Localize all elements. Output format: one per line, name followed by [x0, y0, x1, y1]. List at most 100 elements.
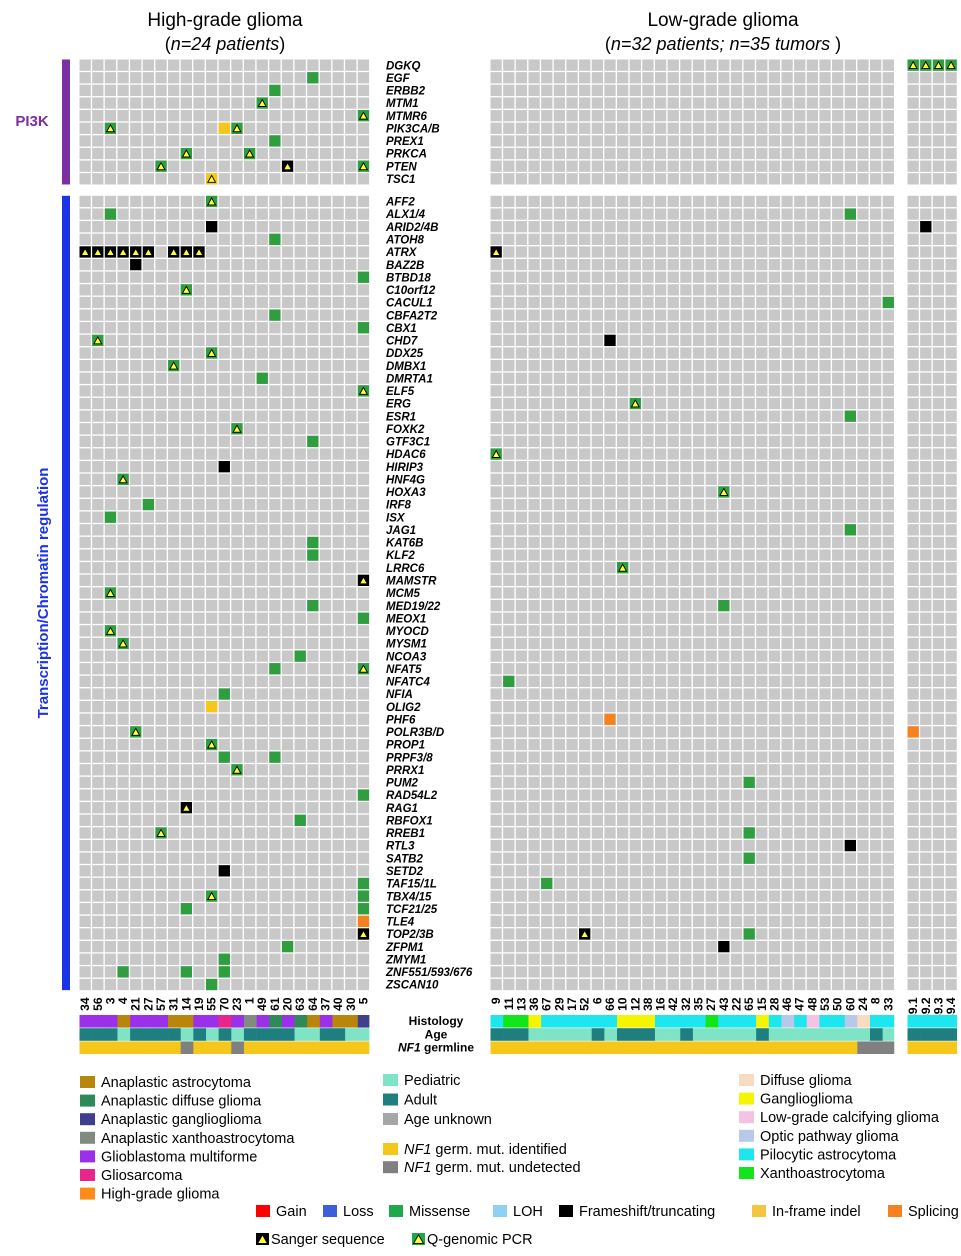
- cell-empty: [692, 978, 705, 991]
- cell-empty: [231, 208, 243, 220]
- cell-empty: [307, 147, 319, 160]
- cell-empty: [604, 309, 616, 321]
- cell-empty: [692, 258, 705, 271]
- column-label: 39.3: [931, 997, 945, 1021]
- cell-empty: [155, 663, 167, 675]
- cell-empty: [920, 423, 932, 435]
- cell-empty: [541, 802, 553, 814]
- cell-empty: [604, 587, 616, 599]
- annotation-nf1: [756, 1041, 770, 1054]
- cell-empty: [117, 372, 129, 384]
- cell-empty: [281, 776, 294, 789]
- pcr-marker: [719, 487, 729, 496]
- cell-empty: [882, 764, 894, 776]
- cell-empty: [756, 663, 768, 675]
- cell-empty: [857, 160, 869, 172]
- cell-empty: [604, 284, 616, 296]
- cell-empty: [515, 498, 528, 511]
- cell-empty: [104, 814, 117, 826]
- cell-empty: [667, 890, 679, 902]
- cell-empty: [294, 448, 306, 460]
- cell-empty: [256, 701, 268, 713]
- cell-empty: [806, 675, 819, 688]
- pcr-marker: [358, 386, 369, 395]
- cell-empty: [307, 135, 319, 147]
- cell-empty: [844, 890, 856, 902]
- cell-empty: [857, 978, 869, 991]
- cell-empty: [781, 498, 793, 511]
- cell-empty: [743, 599, 755, 612]
- cell-empty: [857, 890, 869, 902]
- cell-empty: [269, 637, 281, 650]
- cell-empty: [92, 72, 104, 84]
- cell-empty: [667, 599, 679, 612]
- cell-empty: [503, 486, 515, 498]
- cell-empty: [142, 97, 155, 109]
- cell-empty: [218, 852, 230, 864]
- cell-empty: [79, 498, 91, 511]
- cell-empty: [206, 764, 218, 776]
- cell-empty: [294, 410, 306, 422]
- cell-empty: [857, 574, 869, 586]
- gene-label: TSC1: [386, 174, 415, 186]
- cell-empty: [155, 966, 167, 978]
- cell-empty: [667, 173, 679, 185]
- cell-empty: [667, 122, 679, 134]
- cell-empty: [332, 839, 344, 852]
- cell-empty: [269, 322, 281, 334]
- cell-empty: [705, 84, 717, 97]
- annotation-age: [218, 1028, 232, 1041]
- cell-empty: [269, 574, 281, 586]
- cell-empty: [256, 334, 268, 347]
- cell-empty: [541, 258, 553, 271]
- cell-empty: [680, 284, 692, 296]
- cell-empty: [604, 511, 616, 523]
- cell-empty: [503, 511, 515, 523]
- cell-empty: [629, 713, 641, 725]
- cell-empty: [281, 397, 294, 410]
- cell-empty: [180, 536, 192, 549]
- cell-empty: [206, 498, 218, 511]
- cell-empty: [528, 258, 540, 271]
- cell-empty: [117, 776, 129, 789]
- cell-empty: [907, 435, 919, 448]
- cell-empty: [515, 59, 528, 71]
- cell-empty: [844, 789, 856, 801]
- cell-empty: [168, 865, 180, 877]
- cell-empty: [193, 738, 205, 751]
- pcr-marker: [131, 727, 141, 736]
- cell-empty: [92, 284, 104, 296]
- cell-empty: [819, 688, 831, 700]
- cell-empty: [932, 309, 945, 321]
- cell-empty: [920, 435, 932, 448]
- cell-empty: [155, 309, 167, 321]
- cell-empty: [756, 764, 768, 776]
- cell-empty: [882, 84, 894, 97]
- cell-empty: [243, 637, 256, 650]
- cell-empty: [730, 448, 743, 460]
- cell-empty: [844, 966, 856, 978]
- annotation-histology: [794, 1015, 808, 1028]
- cell-empty: [730, 877, 743, 890]
- cell-empty: [357, 173, 370, 185]
- cell-empty: [667, 650, 679, 662]
- cell-empty: [806, 524, 819, 536]
- cell-empty: [680, 135, 692, 147]
- cell-empty: [117, 839, 129, 852]
- cell-empty: [705, 309, 717, 321]
- cell-empty: [806, 625, 819, 637]
- cell-empty: [79, 359, 91, 372]
- cell-empty: [920, 625, 932, 637]
- cell-empty: [256, 587, 268, 599]
- cell-empty: [79, 147, 91, 160]
- cell-empty: [705, 877, 717, 890]
- cell-empty: [629, 574, 641, 586]
- cell-empty: [104, 738, 117, 751]
- cell-empty: [819, 814, 831, 826]
- cell-empty: [117, 334, 129, 347]
- cell-empty: [168, 347, 180, 359]
- cell-empty: [604, 372, 616, 384]
- column-label: 28: [767, 997, 781, 1011]
- cell-empty: [566, 246, 578, 258]
- cell-empty: [591, 713, 603, 725]
